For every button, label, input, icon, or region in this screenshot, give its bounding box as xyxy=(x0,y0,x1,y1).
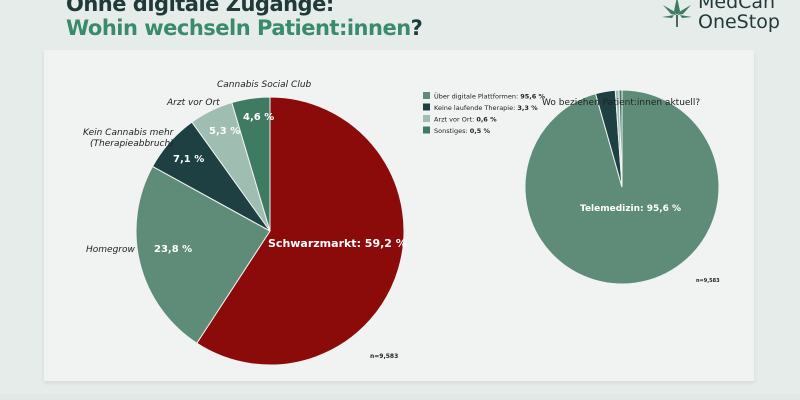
label-telemedizin: Telemedizin: 95,6 % xyxy=(580,204,681,214)
label-csc-value: 4,6 % xyxy=(243,112,274,123)
legend-item: Keine laufende Therapie: 3,3 % xyxy=(434,104,538,112)
label-homegrow-value: 23,8 % xyxy=(154,244,192,255)
title-question-mark: ? xyxy=(410,16,423,40)
legend-swatch xyxy=(423,126,430,134)
legend-item: Sonstiges: 0,5 % xyxy=(434,127,491,135)
legend-swatch xyxy=(423,92,430,99)
title-line-2: Wohin wechseln Patient:innen? xyxy=(66,16,423,40)
pie-slice-schwarzmarkt xyxy=(196,96,405,366)
pie-slice-cannabis-social-club xyxy=(231,96,271,232)
label-schwarzmarkt: Schwarzmarkt: 59,2 % xyxy=(268,237,407,250)
title-line-2-main: Wohin wechseln Patient:innen xyxy=(66,16,411,40)
title-line-1: Ohne digitale Zugänge: xyxy=(66,0,334,16)
legend-item: Arzt vor Ort: 0,6 % xyxy=(434,116,497,124)
label-homegrow: Homegrow xyxy=(86,245,135,255)
label-kein-line1: Kein Cannabis mehr xyxy=(83,128,175,138)
logo-line-1: MedCan xyxy=(698,0,776,13)
pie-slice-sonstiges xyxy=(618,89,623,188)
legend-item: Über digitale Plattformen: 95,6 % xyxy=(434,92,546,101)
label-kein-line2: (Therapieabbruch) xyxy=(90,139,174,149)
label-arzt: Arzt vor Ort xyxy=(166,98,220,108)
label-csc: Cannabis Social Club xyxy=(217,80,312,90)
pie-chart-current-sources xyxy=(524,89,720,285)
footer xyxy=(0,394,800,400)
pie-slice-homegrow xyxy=(135,165,271,344)
right-chart-title: Wo beziehen Patient:innen aktuell? xyxy=(542,98,700,108)
cannabis-leaf-icon xyxy=(662,0,692,27)
legend-swatch xyxy=(423,115,430,122)
label-kein-value: 7,1 % xyxy=(173,154,204,165)
n-right: n=9,583 xyxy=(696,278,720,284)
legend-swatch xyxy=(423,103,430,111)
label-arzt-value: 5,3 % xyxy=(209,126,240,137)
logo: MedCan OneStop xyxy=(660,0,780,32)
pie-chart-sources-without-digital xyxy=(135,96,405,366)
legend: Über digitale Plattformen: 95,6 % Keine l… xyxy=(423,92,546,135)
n-left: n=9,583 xyxy=(370,353,398,360)
logo-line-2: OneStop xyxy=(698,11,780,33)
